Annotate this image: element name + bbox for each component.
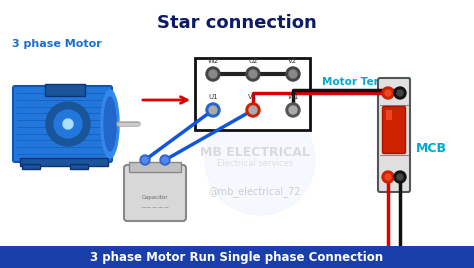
Bar [70, 164, 88, 169]
Circle shape [206, 67, 220, 81]
FancyBboxPatch shape [13, 86, 112, 162]
Text: 3 phase Motor: 3 phase Motor [12, 39, 102, 49]
Bar [129, 162, 181, 172]
Circle shape [397, 90, 403, 96]
Text: ~~~~~: ~~~~~ [140, 205, 170, 211]
Circle shape [209, 106, 217, 114]
Circle shape [289, 106, 297, 114]
Circle shape [162, 157, 168, 163]
FancyBboxPatch shape [383, 106, 405, 154]
Circle shape [394, 171, 406, 183]
Text: Motor Terminal: Motor Terminal [322, 77, 411, 87]
Text: W2: W2 [207, 58, 219, 64]
Bar [386, 110, 392, 120]
Circle shape [54, 110, 82, 138]
Text: MB ELECTRICAL: MB ELECTRICAL [200, 146, 310, 158]
Circle shape [385, 174, 391, 180]
Bar [0, 246, 474, 268]
Text: W1: W1 [287, 94, 299, 100]
Circle shape [246, 67, 260, 81]
Circle shape [385, 90, 391, 96]
Circle shape [286, 67, 300, 81]
Circle shape [206, 103, 220, 117]
Text: Star connection: Star connection [157, 14, 317, 32]
Circle shape [142, 157, 148, 163]
Text: V1: V1 [248, 94, 258, 100]
Bar [45, 84, 85, 96]
Text: Capacitor: Capacitor [142, 195, 168, 200]
Circle shape [140, 155, 150, 165]
Circle shape [394, 87, 406, 99]
Bar [195, 58, 310, 130]
Text: 3 phase Motor Run Single phase Connection: 3 phase Motor Run Single phase Connectio… [91, 251, 383, 263]
Text: U1: U1 [208, 94, 218, 100]
Circle shape [63, 119, 73, 129]
FancyBboxPatch shape [378, 78, 410, 192]
Circle shape [160, 155, 170, 165]
Ellipse shape [104, 97, 116, 151]
Circle shape [382, 171, 394, 183]
Bar [22, 164, 40, 169]
Circle shape [246, 103, 260, 117]
Circle shape [397, 174, 403, 180]
Ellipse shape [101, 90, 119, 158]
Text: U2: U2 [248, 58, 258, 64]
Circle shape [249, 70, 257, 78]
Circle shape [205, 105, 315, 215]
Circle shape [382, 87, 394, 99]
Circle shape [249, 106, 257, 114]
Text: @mb_electrical_72: @mb_electrical_72 [209, 187, 301, 198]
Text: V2: V2 [289, 58, 298, 64]
Circle shape [286, 103, 300, 117]
Circle shape [46, 102, 90, 146]
FancyBboxPatch shape [124, 165, 186, 221]
Text: Electrical services: Electrical services [217, 158, 293, 168]
Text: MCB: MCB [416, 142, 447, 154]
Bar [20, 158, 108, 166]
Circle shape [209, 70, 217, 78]
Circle shape [289, 70, 297, 78]
